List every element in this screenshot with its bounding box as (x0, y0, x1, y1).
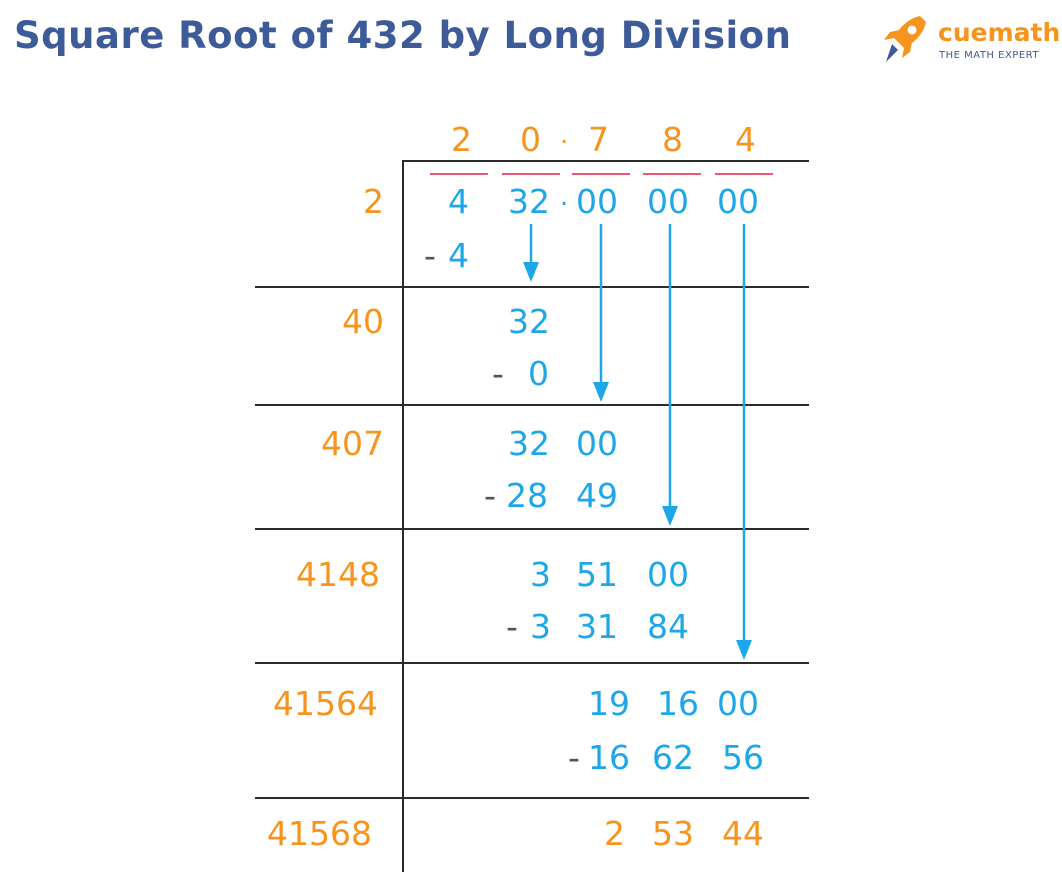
page-title: Square Root of 432 by Long Division (14, 14, 792, 57)
dividend-pair: 32 (508, 182, 550, 221)
quotient-digit: 0 (520, 120, 541, 159)
minus-sign: - (424, 236, 436, 275)
division-bracket-top (402, 160, 809, 162)
step-separator (255, 286, 809, 288)
final-remainder: 53 (652, 814, 694, 853)
step-separator (255, 662, 809, 664)
subtrahend: 3 (530, 607, 551, 646)
final-remainder: 2 (604, 814, 625, 853)
rocket-icon (884, 16, 926, 62)
brand-logo: cuemath THE MATH EXPERT (876, 12, 1060, 68)
pair-bar (643, 173, 701, 175)
remainder: 00 (717, 684, 759, 723)
bring-down-arrow (593, 224, 609, 402)
subtrahend: 28 (506, 476, 548, 515)
quotient-digit: 4 (735, 120, 756, 159)
subtrahend: 49 (576, 476, 618, 515)
divisor: 4148 (296, 555, 380, 594)
minus-sign: - (484, 476, 496, 515)
brand-tagline: THE MATH EXPERT (939, 50, 1039, 61)
subtrahend: 62 (652, 738, 694, 777)
divisor: 41568 (267, 814, 372, 853)
remainder: 00 (576, 424, 618, 463)
quotient-digit: 8 (662, 120, 683, 159)
quotient-digit: 2 (451, 120, 472, 159)
subtrahend: 4 (448, 236, 469, 275)
remainder: 32 (508, 424, 550, 463)
minus-sign: - (492, 354, 504, 393)
divisor: 407 (321, 424, 384, 463)
bring-down-arrow (523, 224, 539, 282)
remainder: 51 (576, 555, 618, 594)
minus-sign: - (568, 738, 580, 777)
dividend-pair: 00 (717, 182, 759, 221)
final-remainder: 44 (722, 814, 764, 853)
quotient-point: . (560, 120, 569, 150)
brand-name: cuemath (938, 18, 1061, 47)
step-separator (255, 404, 809, 406)
step-separator (255, 528, 809, 530)
subtrahend: 84 (647, 607, 689, 646)
dividend-pair: 4 (448, 182, 469, 221)
subtrahend: 31 (576, 607, 618, 646)
pair-bar (502, 173, 560, 175)
remainder: 3 (530, 555, 551, 594)
remainder: 19 (588, 684, 630, 723)
quotient-digit: 7 (588, 120, 609, 159)
division-bracket-vertical (402, 160, 404, 872)
step-separator (255, 797, 809, 799)
remainder: 00 (647, 555, 689, 594)
divisor: 40 (342, 302, 384, 341)
bring-down-arrow (662, 224, 678, 526)
divisor: 2 (363, 182, 384, 221)
minus-sign: - (506, 607, 518, 646)
remainder: 32 (508, 302, 550, 341)
divisor: 41564 (273, 684, 378, 723)
dividend-point: . (560, 182, 569, 212)
pair-bar (715, 173, 773, 175)
bring-down-arrow (736, 224, 752, 660)
dividend-pair: 00 (576, 182, 618, 221)
dividend-pair: 00 (647, 182, 689, 221)
pair-bar (430, 173, 488, 175)
remainder: 16 (657, 684, 699, 723)
subtrahend: 0 (528, 354, 549, 393)
subtrahend: 56 (722, 738, 764, 777)
pair-bar (572, 173, 630, 175)
subtrahend: 16 (588, 738, 630, 777)
